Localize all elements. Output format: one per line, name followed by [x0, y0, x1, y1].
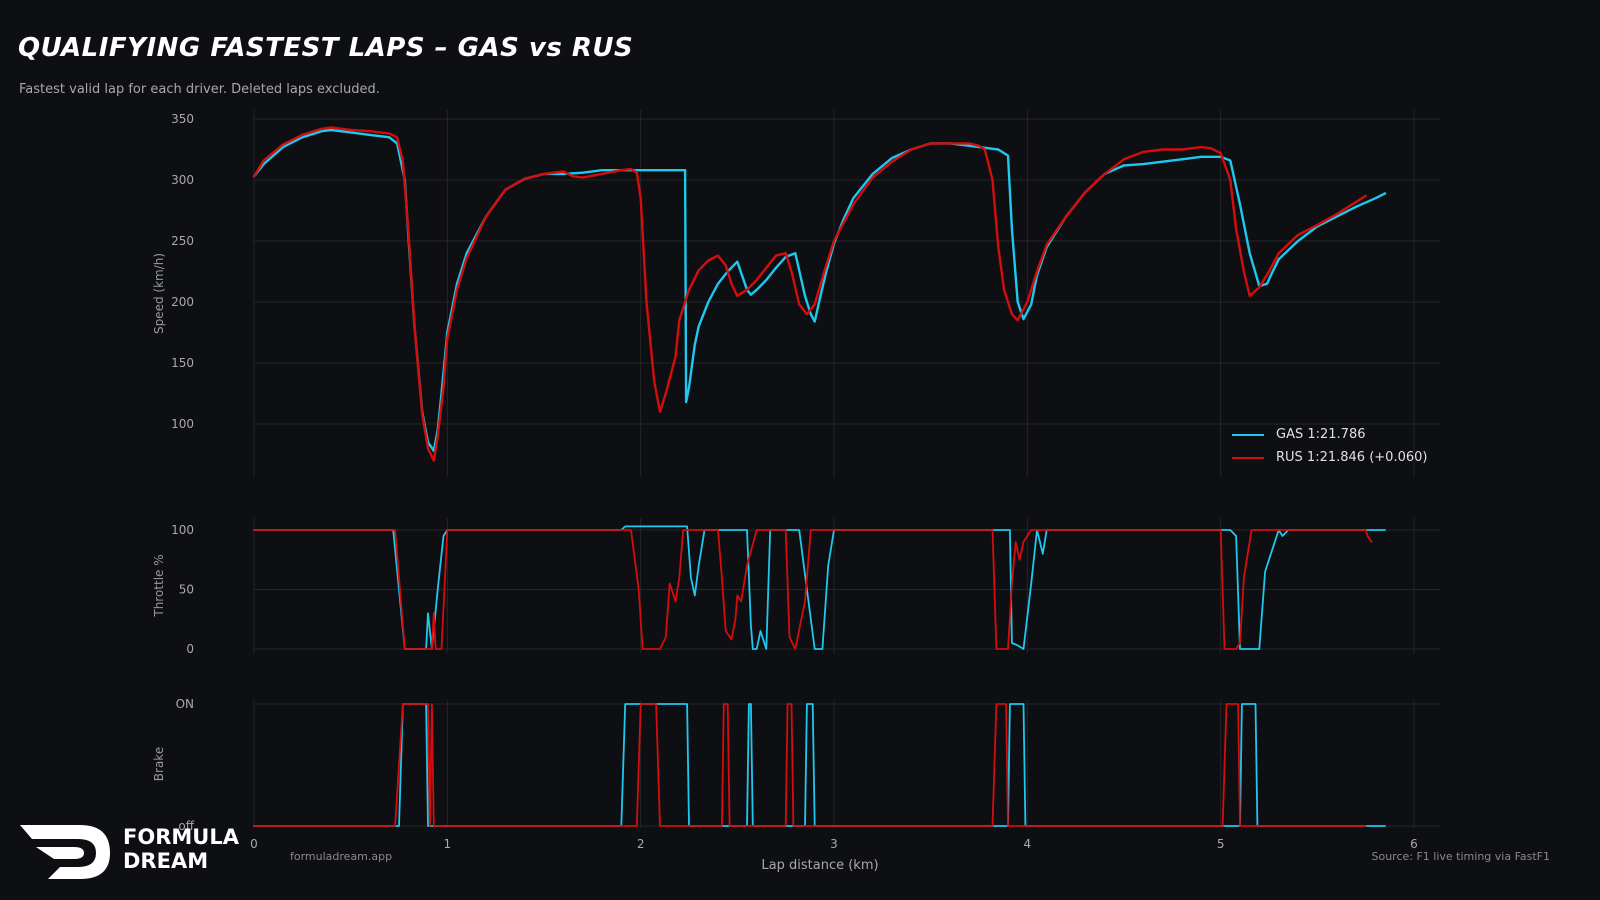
y-tick-label: ON — [176, 697, 194, 711]
x-tick-label: 2 — [637, 837, 645, 851]
legend-swatch-gas — [1232, 433, 1264, 436]
formula-dream-logo: FORMULA DREAM — [18, 823, 263, 881]
y-axis-label: Brake — [152, 747, 166, 781]
x-tick-label: 0 — [250, 837, 258, 851]
series-line-brake — [253, 703, 1386, 827]
chart-legend: GAS 1:21.786 RUS 1:21.846 (+0.060) — [1232, 423, 1427, 469]
legend-swatch-rus — [1232, 456, 1264, 459]
x-tick-label: 5 — [1217, 837, 1225, 851]
logo-line-1: FORMULA — [123, 825, 239, 849]
y-tick-label: 0 — [186, 642, 194, 656]
series-line-speed — [252, 126, 1367, 462]
footer-site-link[interactable]: formuladream.app — [290, 850, 393, 863]
series-line-throttle — [253, 525, 1386, 650]
legend-entry-rus: RUS 1:21.846 (+0.060) — [1232, 446, 1427, 469]
y-tick-label: 300 — [171, 173, 194, 187]
x-axis-label: Lap distance (km) — [761, 858, 878, 873]
series-line-throttle — [253, 529, 1373, 650]
legend-entry-gas: GAS 1:21.786 — [1232, 423, 1427, 446]
y-tick-label: 100 — [171, 417, 194, 431]
x-tick-label: 6 — [1410, 837, 1418, 851]
y-tick-label: 150 — [171, 356, 194, 370]
y-tick-label: 100 — [171, 523, 194, 537]
logo-line-2: DREAM — [123, 849, 209, 873]
page-subtitle: Fastest valid lap for each driver. Delet… — [19, 82, 380, 97]
y-tick-label: 200 — [171, 295, 194, 309]
footer-source-note: Source: F1 live timing via FastF1 — [1371, 850, 1550, 863]
series-line-brake — [253, 703, 1367, 827]
legend-label-rus: RUS 1:21.846 (+0.060) — [1276, 450, 1428, 465]
logo-wordmark: FORMULA DREAM — [123, 825, 239, 873]
y-tick-label: 50 — [179, 583, 194, 597]
y-tick-label: off — [178, 819, 194, 833]
y-axis-label: Speed (km/h) — [152, 253, 166, 334]
x-tick-label: 1 — [444, 837, 452, 851]
formula-dream-logo-icon — [20, 825, 110, 879]
y-tick-label: 250 — [171, 234, 194, 248]
y-tick-label: 350 — [171, 112, 194, 126]
legend-label-gas: GAS 1:21.786 — [1276, 427, 1366, 442]
y-axis-label: Throttle % — [152, 554, 166, 617]
x-tick-label: 3 — [830, 837, 838, 851]
page-title: QUALIFYING FASTEST LAPS – GAS vs RUS — [18, 33, 634, 63]
x-tick-label: 4 — [1024, 837, 1032, 851]
